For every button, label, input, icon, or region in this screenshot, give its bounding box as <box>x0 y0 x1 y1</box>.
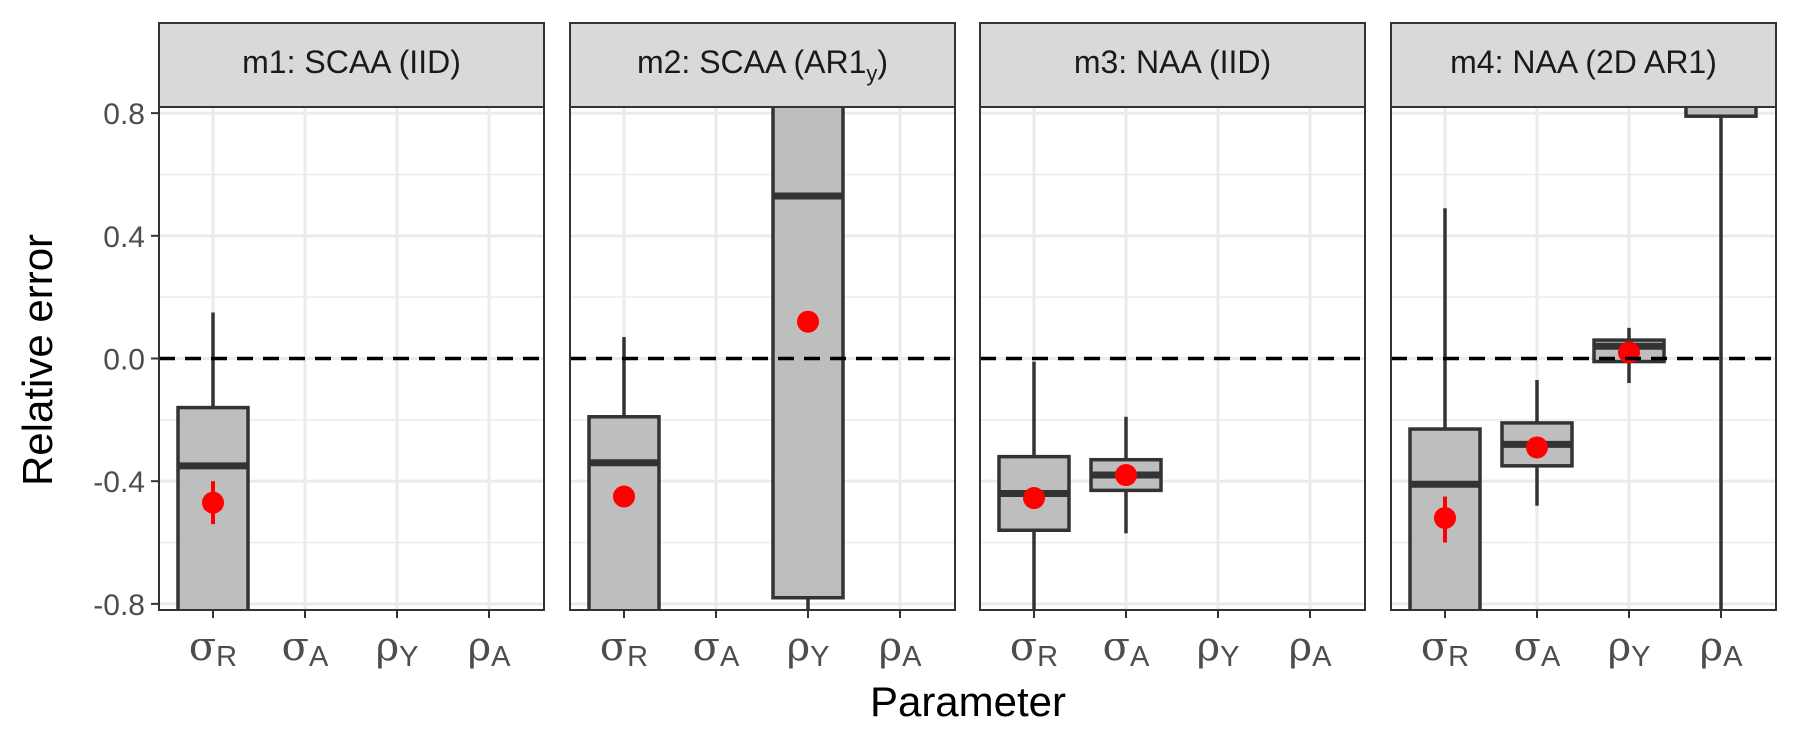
x-tick-label-ρY: ρY <box>787 624 830 673</box>
panel-2: m2: SCAA (AR1y) σR σA ρY ρA <box>569 22 956 673</box>
box-σR <box>997 361 1071 610</box>
x-tick-label-ρY: ρY <box>376 624 419 673</box>
facet-strip <box>569 22 956 108</box>
facet-strip <box>979 22 1366 108</box>
iqr-box <box>771 107 845 600</box>
x-axis-title: Parameter <box>870 678 1066 725</box>
boxes <box>587 107 845 610</box>
box-σR <box>1408 208 1482 610</box>
x-tick-label-ρA: ρA <box>1289 624 1333 673</box>
x-tick-label-ρY: ρY <box>1608 624 1651 673</box>
box-σR <box>176 312 250 610</box>
facet-label: m3: NAA (IID) <box>1074 44 1271 80</box>
facet-label: m2: SCAA (AR1y) <box>637 44 888 86</box>
mean-point <box>1023 487 1045 510</box>
mean-point <box>1434 506 1456 529</box>
y-tick-label: 0.8 <box>103 98 145 131</box>
mean-point <box>797 310 819 333</box>
boxes <box>997 361 1163 610</box>
mean-point <box>613 485 635 508</box>
mean-point <box>1115 464 1137 487</box>
y-axis: -0.8 -0.4 0.0 0.4 0.8 <box>93 98 159 622</box>
facet-strip <box>158 22 545 108</box>
x-tick-label-σR: σR <box>189 624 237 673</box>
box-ρY <box>771 107 845 610</box>
y-tick-label: -0.8 <box>93 589 145 622</box>
x-tick-label-ρA: ρA <box>879 624 923 673</box>
facet-label: m4: NAA (2D AR1) <box>1450 44 1717 80</box>
panels: m1: SCAA (IID) σR σA ρY ρA m2: SCAA (AR1y) σR σ… <box>158 22 1777 673</box>
x-tick-label-σA: σA <box>693 624 740 673</box>
panel-3: m3: NAA (IID) σR σA ρY ρA <box>979 22 1366 673</box>
x-tick-label-σA: σA <box>1514 624 1561 673</box>
y-tick-label: 0.0 <box>103 344 145 377</box>
x-tick-label-σR: σR <box>1010 624 1058 673</box>
iqr-box <box>1684 107 1758 118</box>
panel-4: m4: NAA (2D AR1) σR σA ρY ρA <box>1390 22 1777 673</box>
panel-1: m1: SCAA (IID) σR σA ρY ρA <box>158 22 545 673</box>
x-tick-label-ρA: ρA <box>1700 624 1744 673</box>
x-tick-label-σR: σR <box>1421 624 1469 673</box>
x-tick-label-σR: σR <box>600 624 648 673</box>
y-axis-title: Relative error <box>14 234 61 486</box>
x-tick-label-ρA: ρA <box>468 624 512 673</box>
facet-strip <box>1390 22 1777 108</box>
y-tick-label: -0.4 <box>93 466 145 499</box>
x-tick-label-ρY: ρY <box>1197 624 1240 673</box>
box-σA <box>1500 379 1574 506</box>
mean-point <box>1526 436 1548 459</box>
facet-label: m1: SCAA (IID) <box>242 44 461 80</box>
iqr-box <box>587 415 661 610</box>
y-tick-label: 0.4 <box>103 221 145 254</box>
boxes <box>176 312 250 610</box>
box-σR <box>587 337 661 610</box>
mean-point <box>202 491 224 514</box>
box-σA <box>1089 416 1163 534</box>
x-tick-label-σA: σA <box>1103 624 1150 673</box>
box-ρA <box>1684 107 1758 610</box>
boxes <box>1408 107 1758 610</box>
x-tick-label-σA: σA <box>282 624 329 673</box>
